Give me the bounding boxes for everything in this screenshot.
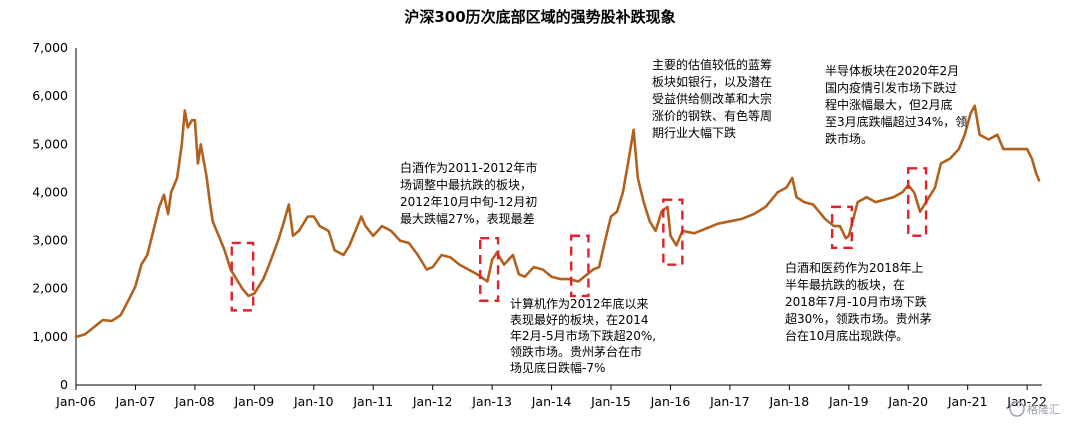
annotation-liquor-pharma-2018: 白酒和医药作为2018年上 半年最抗跌的板块，在 2018年7月-10月市场下跌… <box>785 260 936 343</box>
x-tick-label: Jan-11 <box>352 394 393 409</box>
plot-area <box>74 104 1041 339</box>
x-tick-label: Jan-07 <box>115 394 156 409</box>
x-axis: Jan-06 Jan-07 Jan-08 Jan-09 Jan-10 Jan-11 Jan-… <box>55 384 1047 409</box>
watermark: 格隆汇 <box>1009 401 1060 417</box>
x-tick-label: Jan-06 <box>55 394 96 409</box>
watermark-text: 格隆汇 <box>1027 402 1060 416</box>
y-tick-label: 7,000 <box>32 40 68 55</box>
series-line-0 <box>74 104 1041 339</box>
x-tick-label: Jan-14 <box>531 394 572 409</box>
y-tick-label: 6,000 <box>32 88 68 103</box>
y-tick-label: 0 <box>60 377 68 392</box>
y-axis: 0 1,000 2,000 3,000 4,000 5,000 6,000 7,000 <box>32 40 77 392</box>
x-tick-label: Jan-09 <box>233 394 274 409</box>
highlight-box-3 <box>569 234 590 298</box>
y-tick-label: 4,000 <box>32 184 68 199</box>
x-tick-label: Jan-12 <box>412 394 453 409</box>
highlight-box-2 <box>479 236 500 302</box>
x-tick-label: Jan-08 <box>174 394 215 409</box>
x-tick-label: Jan-20 <box>887 394 928 409</box>
x-tick-label: Jan-16 <box>650 394 691 409</box>
annotation-liquor-2012: 白酒作为2011-2012年市 场调整中最抗跌的板块， 2012年10月中旬-1… <box>400 160 541 226</box>
highlight-box-4 <box>662 198 684 266</box>
x-tick-label: Jan-21 <box>947 394 988 409</box>
annotation-computer-2014: 计算机作为2012年底以来 表现最好的板块，在2014 年2月-5月市场下跌超2… <box>510 296 660 375</box>
highlight-box-6 <box>907 167 928 237</box>
x-tick-label: Jan-19 <box>828 394 869 409</box>
y-tick-label: 1,000 <box>32 329 68 344</box>
watermark-logo-icon <box>1009 401 1025 417</box>
x-tick-label: Jan-17 <box>709 394 750 409</box>
chart-title: 沪深300历次底部区域的强势股补跌现象 <box>404 8 675 26</box>
y-tick-label: 2,000 <box>32 281 68 296</box>
highlight-box-1 <box>230 241 255 312</box>
x-tick-label: Jan-13 <box>471 394 512 409</box>
x-tick-label: Jan-10 <box>293 394 334 409</box>
x-tick-label: Jan-15 <box>590 394 631 409</box>
highlight-boxes <box>230 167 928 312</box>
y-tick-label: 3,000 <box>32 233 68 248</box>
y-tick-label: 5,000 <box>32 136 68 151</box>
x-tick-label: Jan-22 <box>1006 394 1047 409</box>
annotation-bluechip-2016: 主要的估值较低的蓝筹 板块如银行，以及潜在 受益供给侧改革和大宗 涨价的钢铁、有… <box>652 57 776 140</box>
annotation-semiconductor-2020: 半导体板块在2020年2月 国内疫情引发市场下跌过 程中涨幅最大，但2月底 至3… <box>825 64 971 146</box>
x-tick-label: Jan-18 <box>769 394 810 409</box>
